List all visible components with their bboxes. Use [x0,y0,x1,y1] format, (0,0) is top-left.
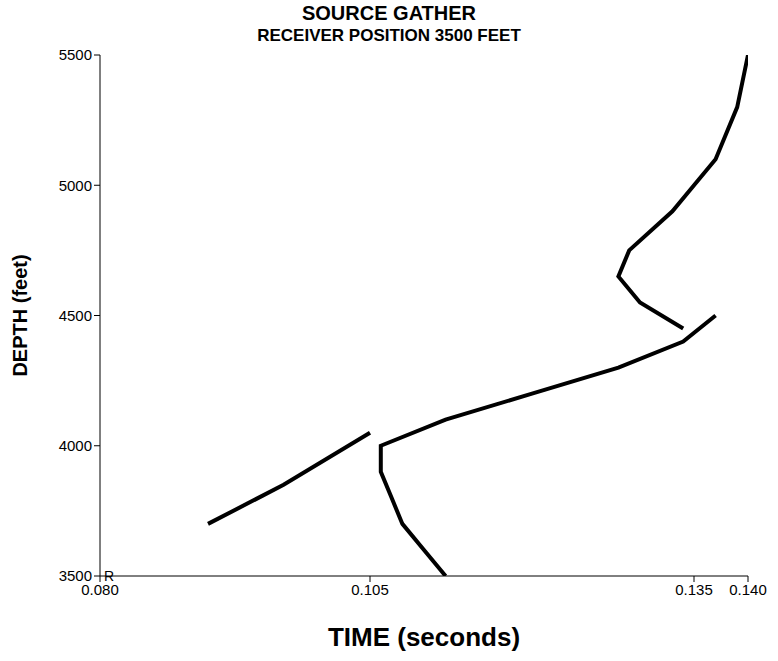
svg-text:0.080: 0.080 [81,580,119,598]
svg-text:4500: 4500 [59,307,92,324]
svg-text:0.140: 0.140 [729,581,767,598]
svg-text:4000: 4000 [59,437,92,454]
svg-text:0.105: 0.105 [351,581,389,598]
html-text:SOURCE GATHER: SOURCE GATHER [302,2,476,24]
svg-text:0.135: 0.135 [675,581,713,598]
html-text:RECEIVER POSITION 3500 FEET: RECEIVER POSITION 3500 FEET [257,26,521,45]
svg-text:3500: 3500 [59,567,92,584]
svg-text:5500: 5500 [59,46,92,63]
svg-text:5000: 5000 [59,177,92,194]
svg-text:DEPTH (feet): DEPTH (feet) [9,254,31,376]
svg-text:TIME (seconds): TIME (seconds) [328,622,520,652]
svg-text:R: R [104,568,114,584]
